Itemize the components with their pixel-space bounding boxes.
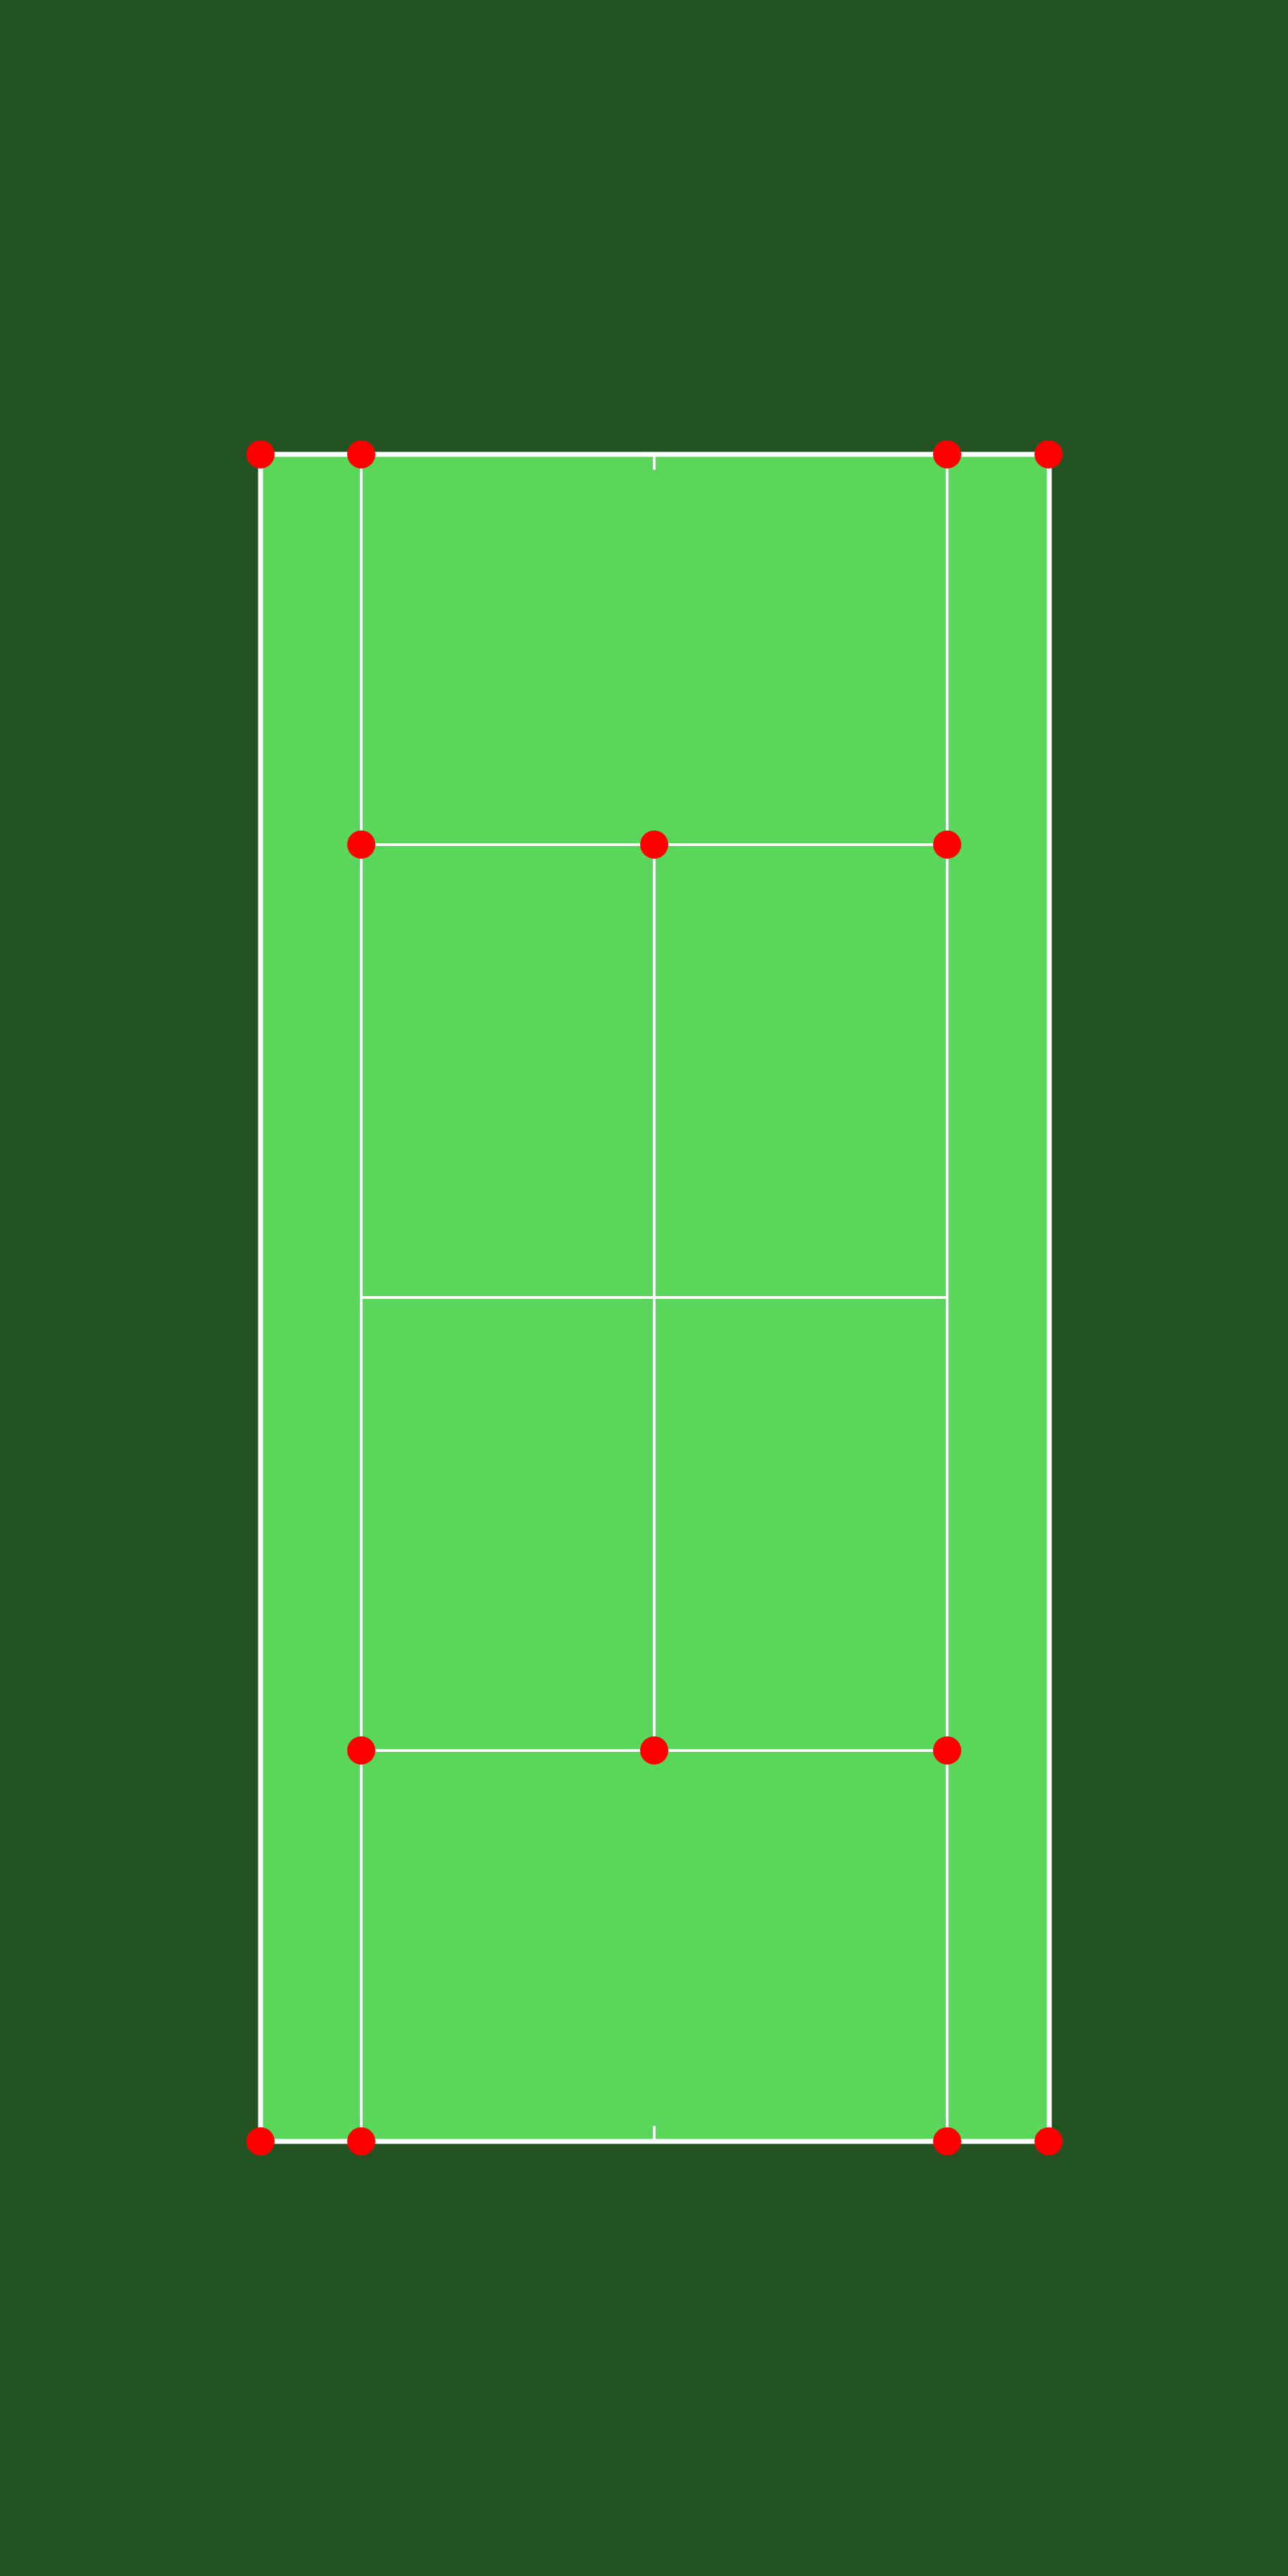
keypoints-group: [246, 440, 1063, 2155]
keypoint-baseline-bottom-singles-right: [933, 2127, 961, 2155]
keypoint-baseline-top-doubles-right: [1034, 440, 1063, 468]
keypoint-baseline-bottom-singles-left: [347, 2127, 375, 2155]
keypoint-service-top-center: [640, 830, 668, 859]
keypoint-baseline-top-singles-right: [933, 440, 961, 468]
keypoint-baseline-top-doubles-left: [246, 440, 275, 468]
keypoint-service-bottom-left: [347, 1736, 375, 1765]
keypoint-service-top-right: [933, 830, 961, 859]
keypoint-baseline-top-singles-left: [347, 440, 375, 468]
keypoint-baseline-bottom-doubles-left: [246, 2127, 275, 2155]
keypoint-service-bottom-right: [933, 1736, 961, 1765]
keypoint-service-bottom-center: [640, 1736, 668, 1765]
keypoint-baseline-bottom-doubles-right: [1034, 2127, 1063, 2155]
keypoint-service-top-left: [347, 830, 375, 859]
